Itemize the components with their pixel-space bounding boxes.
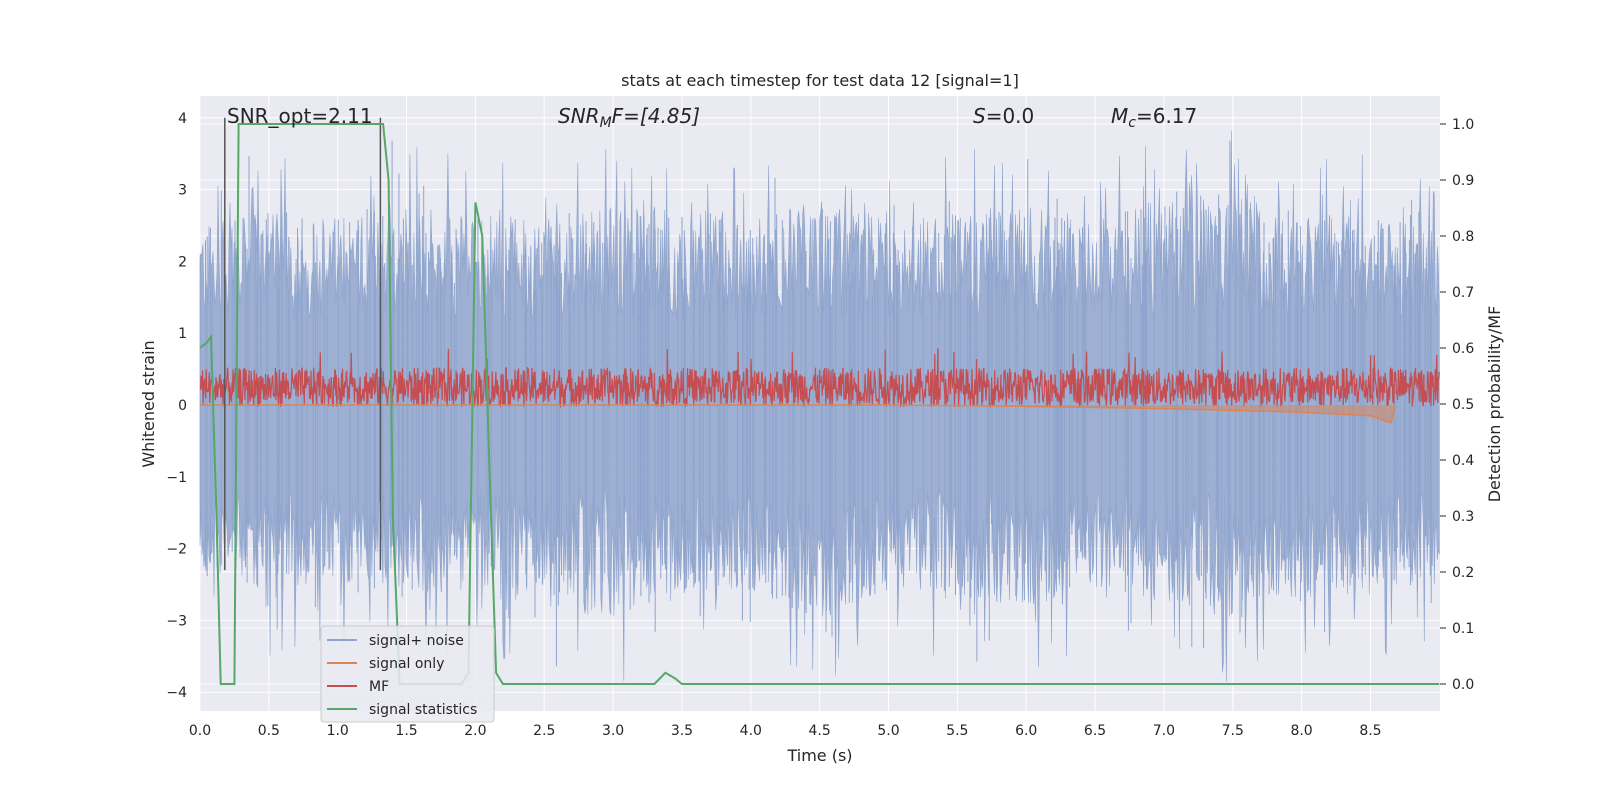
annotation-mc-sub: c bbox=[1128, 115, 1136, 131]
signal-statistics-series bbox=[199, 123, 1440, 685]
legend: signal+ noise signal only MF signal stat… bbox=[320, 625, 495, 723]
x-tick-label: 1.5 bbox=[395, 723, 417, 739]
y-tick-right-label: 0.5 bbox=[1452, 397, 1474, 413]
annotation-snr-mf-sub: M bbox=[600, 115, 612, 131]
x-tick-label: 0.0 bbox=[189, 723, 211, 739]
x-tick-label: 2.0 bbox=[464, 723, 486, 739]
x-tick-label: 4.0 bbox=[740, 723, 762, 739]
annotation-snr-opt: SNR_opt=2.11 bbox=[227, 104, 373, 128]
x-axis-label: Time (s) bbox=[786, 746, 852, 765]
annotation-mc-main: M bbox=[1111, 104, 1128, 128]
y-tick-right-label: 0.6 bbox=[1452, 341, 1474, 357]
x-tick-label: 8.5 bbox=[1359, 723, 1381, 739]
vertical-markers bbox=[224, 117, 382, 571]
mf-line bbox=[199, 348, 1440, 409]
y-tick-right-label: 0.8 bbox=[1452, 229, 1474, 245]
y-tick-right-label: 0.3 bbox=[1452, 509, 1474, 525]
y-axis-left-label: Whitened strain bbox=[139, 340, 158, 467]
x-tick-label: 8.0 bbox=[1290, 723, 1312, 739]
y-tick-left-label: 2 bbox=[178, 254, 187, 270]
axis-ticks: 0.0 0.5 1.0 1.5 2.0 2.5 3.0 3.5 4.0 4.5 5.0 5.5 6.0 6… bbox=[166, 111, 1474, 739]
y-tick-left-label: −1 bbox=[166, 470, 187, 486]
legend-label-signal-noise: signal+ noise bbox=[369, 633, 464, 649]
y-tick-right-label: 0.4 bbox=[1452, 453, 1474, 469]
annotation-s-tail: =0.0 bbox=[986, 104, 1035, 128]
signal-only-series bbox=[200, 404, 1396, 424]
annotation-mc: Mc=6.17 bbox=[1111, 104, 1197, 131]
x-tick-label: 1.0 bbox=[327, 723, 349, 739]
y-tick-right-label: 1.0 bbox=[1452, 117, 1474, 133]
y-tick-left-label: 0 bbox=[178, 398, 187, 414]
annotation-s-main: S bbox=[973, 104, 986, 128]
legend-box bbox=[320, 625, 495, 723]
y-tick-right-label: 0.1 bbox=[1452, 621, 1474, 637]
legend-label-signal-statistics: signal statistics bbox=[369, 702, 477, 718]
legend-label-signal-only: signal only bbox=[369, 656, 444, 672]
x-tick-label: 5.0 bbox=[877, 723, 899, 739]
y-tick-left-label: 4 bbox=[178, 111, 187, 127]
y-tick-left-label: 3 bbox=[178, 183, 187, 199]
y-tick-right-label: 0.9 bbox=[1452, 173, 1474, 189]
annotation-snr-mf: SNRMF=[4.85] bbox=[558, 104, 700, 131]
y-tick-left-label: −4 bbox=[166, 685, 187, 701]
x-tick-label: 5.5 bbox=[946, 723, 968, 739]
y-tick-right-label: 0.2 bbox=[1452, 565, 1474, 581]
x-tick-label: 3.0 bbox=[602, 723, 624, 739]
y-tick-left-label: −3 bbox=[166, 613, 187, 629]
x-tick-label: 0.5 bbox=[258, 723, 280, 739]
chart-title: stats at each timestep for test data 12 … bbox=[621, 71, 1019, 90]
x-tick-label: 3.5 bbox=[671, 723, 693, 739]
x-tick-label: 6.0 bbox=[1015, 723, 1037, 739]
x-tick-label: 2.5 bbox=[533, 723, 555, 739]
annotation-mc-tail: =6.17 bbox=[1136, 104, 1197, 128]
signal-statistics-line bbox=[199, 123, 1440, 685]
y-axis-right-label: Detection probability/MF bbox=[1485, 306, 1504, 503]
annotation-snr-mf-tail: F=[4.85] bbox=[612, 104, 700, 128]
y-tick-right-label: 0.7 bbox=[1452, 285, 1474, 301]
x-tick-label: 7.0 bbox=[1153, 723, 1175, 739]
annotation-snr-mf-main: SNR bbox=[558, 104, 600, 128]
y-tick-left-label: 1 bbox=[178, 326, 187, 342]
y-tick-right-label: 0.0 bbox=[1452, 677, 1474, 693]
x-tick-label: 7.5 bbox=[1222, 723, 1244, 739]
annotation-s: S=0.0 bbox=[973, 104, 1034, 128]
signal-only-line bbox=[200, 404, 1396, 424]
y-tick-left-label: −2 bbox=[166, 542, 187, 558]
legend-label-mf: MF bbox=[369, 679, 389, 695]
x-tick-label: 4.5 bbox=[809, 723, 831, 739]
x-tick-label: 6.5 bbox=[1084, 723, 1106, 739]
mf-series bbox=[199, 348, 1440, 409]
